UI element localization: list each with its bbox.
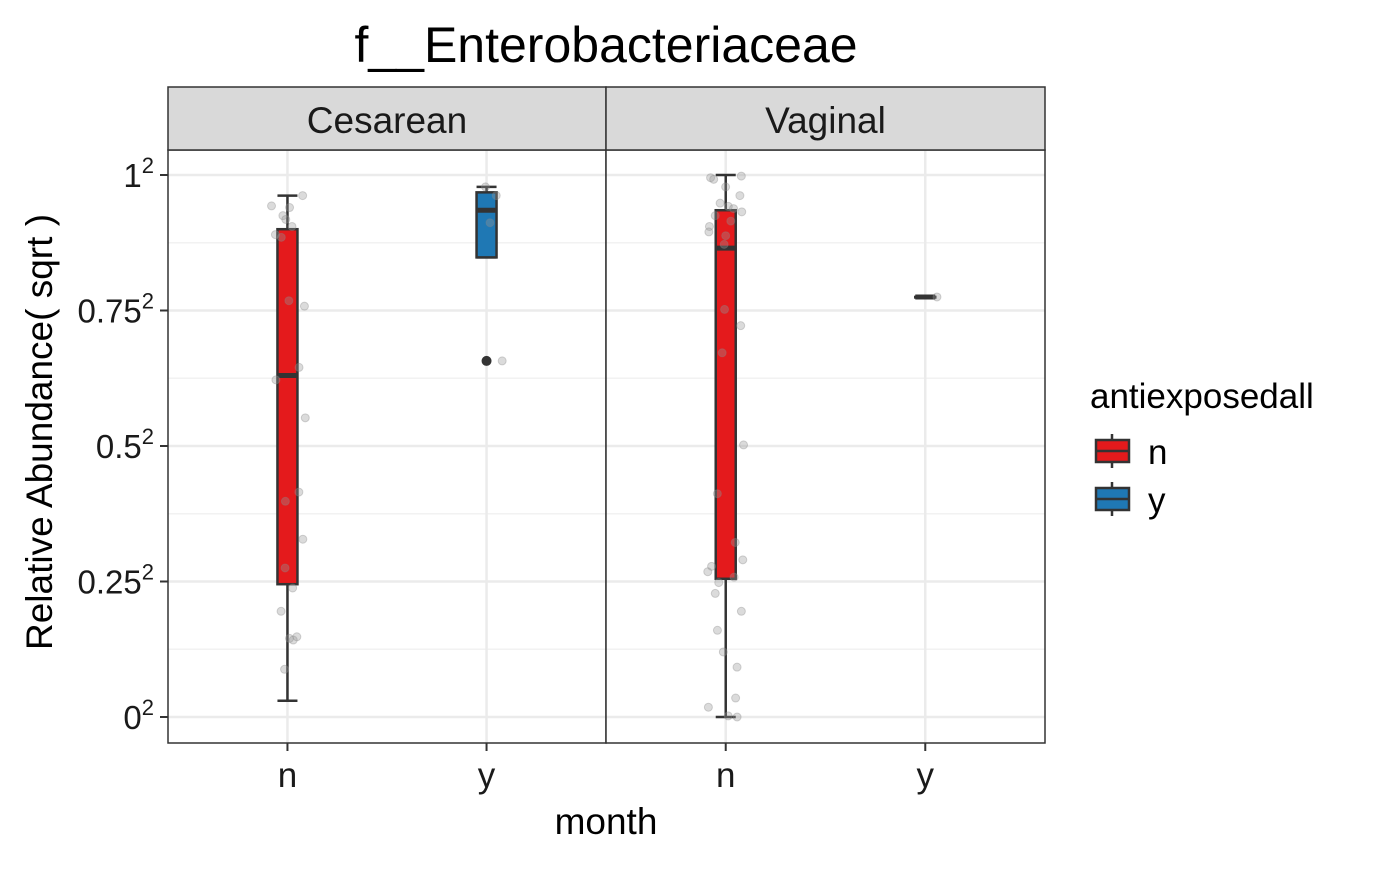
- data-point: [709, 174, 719, 184]
- data-point: [932, 292, 942, 302]
- legend: antiexposedall ny: [1090, 377, 1314, 520]
- y-tick-label: 02: [123, 695, 154, 736]
- data-point: [284, 296, 294, 306]
- data-point: [292, 632, 302, 642]
- data-point: [712, 625, 722, 635]
- data-point: [276, 232, 286, 242]
- data-point: [736, 321, 746, 331]
- data-point: [731, 693, 741, 703]
- data-point: [726, 216, 736, 226]
- data-point: [735, 191, 745, 201]
- legend-label: y: [1148, 481, 1166, 520]
- y-tick-label: 0.752: [78, 289, 154, 330]
- data-point: [737, 207, 747, 217]
- data-point: [267, 201, 277, 211]
- y-tick-label: 0.252: [78, 560, 154, 601]
- data-point: [739, 440, 749, 450]
- data-point: [720, 304, 730, 314]
- x-tick-label: n: [278, 756, 297, 795]
- data-point: [285, 203, 295, 213]
- data-point: [729, 204, 739, 214]
- data-point: [276, 606, 286, 616]
- data-point: [281, 214, 291, 224]
- data-point: [298, 191, 308, 201]
- facet-strip-label: Vaginal: [765, 100, 886, 141]
- facet-panel-cesarean: Cesarean: [167, 86, 607, 744]
- data-point: [710, 588, 720, 598]
- data-point: [712, 489, 722, 499]
- data-point: [294, 362, 304, 372]
- data-point: [721, 182, 731, 192]
- legend-item-y: y: [1094, 481, 1166, 520]
- data-point: [707, 561, 717, 571]
- legend-title: antiexposedall: [1090, 377, 1314, 416]
- data-point: [703, 702, 713, 712]
- data-point: [288, 635, 298, 645]
- data-point: [710, 211, 720, 221]
- x-tick-label: y: [917, 756, 935, 795]
- x-axis-title: month: [555, 801, 658, 842]
- chart-title: f__Enterobacteriaceae: [354, 17, 857, 73]
- data-point: [721, 231, 731, 241]
- data-point: [730, 537, 740, 547]
- data-point: [714, 578, 724, 588]
- data-point: [284, 633, 294, 643]
- box-cesarean-y: [475, 185, 498, 366]
- facet-strip-label: Cesarean: [307, 100, 467, 141]
- data-point: [704, 221, 714, 231]
- data-point: [738, 555, 748, 565]
- data-point: [299, 301, 309, 311]
- data-point: [723, 201, 733, 211]
- legend-label: n: [1148, 433, 1167, 472]
- data-point: [732, 712, 742, 722]
- facet-strip: [605, 86, 1046, 151]
- legend-item-n: n: [1094, 433, 1167, 472]
- y-axis-title: Relative Abundance( sqrt ): [19, 214, 60, 650]
- data-point: [497, 356, 507, 366]
- data-point: [271, 375, 281, 385]
- data-point: [723, 711, 733, 721]
- box-cesarean-n: [276, 194, 299, 702]
- data-point: [719, 239, 729, 249]
- data-point: [480, 182, 490, 192]
- data-point: [280, 563, 290, 573]
- y-tick-label: 0.52: [96, 424, 154, 465]
- box-body: [714, 208, 737, 581]
- facet-panel-vaginal: Vaginal: [605, 86, 1046, 744]
- data-point: [706, 173, 716, 183]
- box-body: [276, 227, 299, 586]
- y-axis: 02 0.252 0.52 0.752 12: [78, 153, 168, 736]
- data-point: [491, 191, 501, 201]
- box-vaginal-y: [914, 294, 937, 300]
- box-vaginal-n: [714, 173, 737, 719]
- data-point: [298, 534, 308, 544]
- data-point: [280, 664, 290, 674]
- data-point: [718, 647, 728, 657]
- data-point: [300, 413, 310, 423]
- data-point: [287, 221, 297, 231]
- data-point: [736, 171, 746, 181]
- data-point: [270, 230, 280, 240]
- data-point: [485, 218, 495, 228]
- y-tick-label: 12: [123, 153, 154, 194]
- data-point: [715, 198, 725, 208]
- outlier-point: [481, 355, 492, 366]
- data-point: [732, 662, 742, 672]
- data-point: [288, 583, 298, 593]
- facet-panels: Cesarean Vaginal: [167, 86, 1046, 744]
- data-point: [278, 211, 288, 221]
- data-point: [294, 487, 304, 497]
- x-tick-label: n: [716, 756, 735, 795]
- data-point: [704, 227, 714, 237]
- data-point: [729, 572, 739, 582]
- x-tick-label: y: [478, 756, 496, 795]
- data-point: [703, 567, 713, 577]
- data-point: [280, 496, 290, 506]
- data-point: [717, 348, 727, 358]
- data-point: [736, 606, 746, 616]
